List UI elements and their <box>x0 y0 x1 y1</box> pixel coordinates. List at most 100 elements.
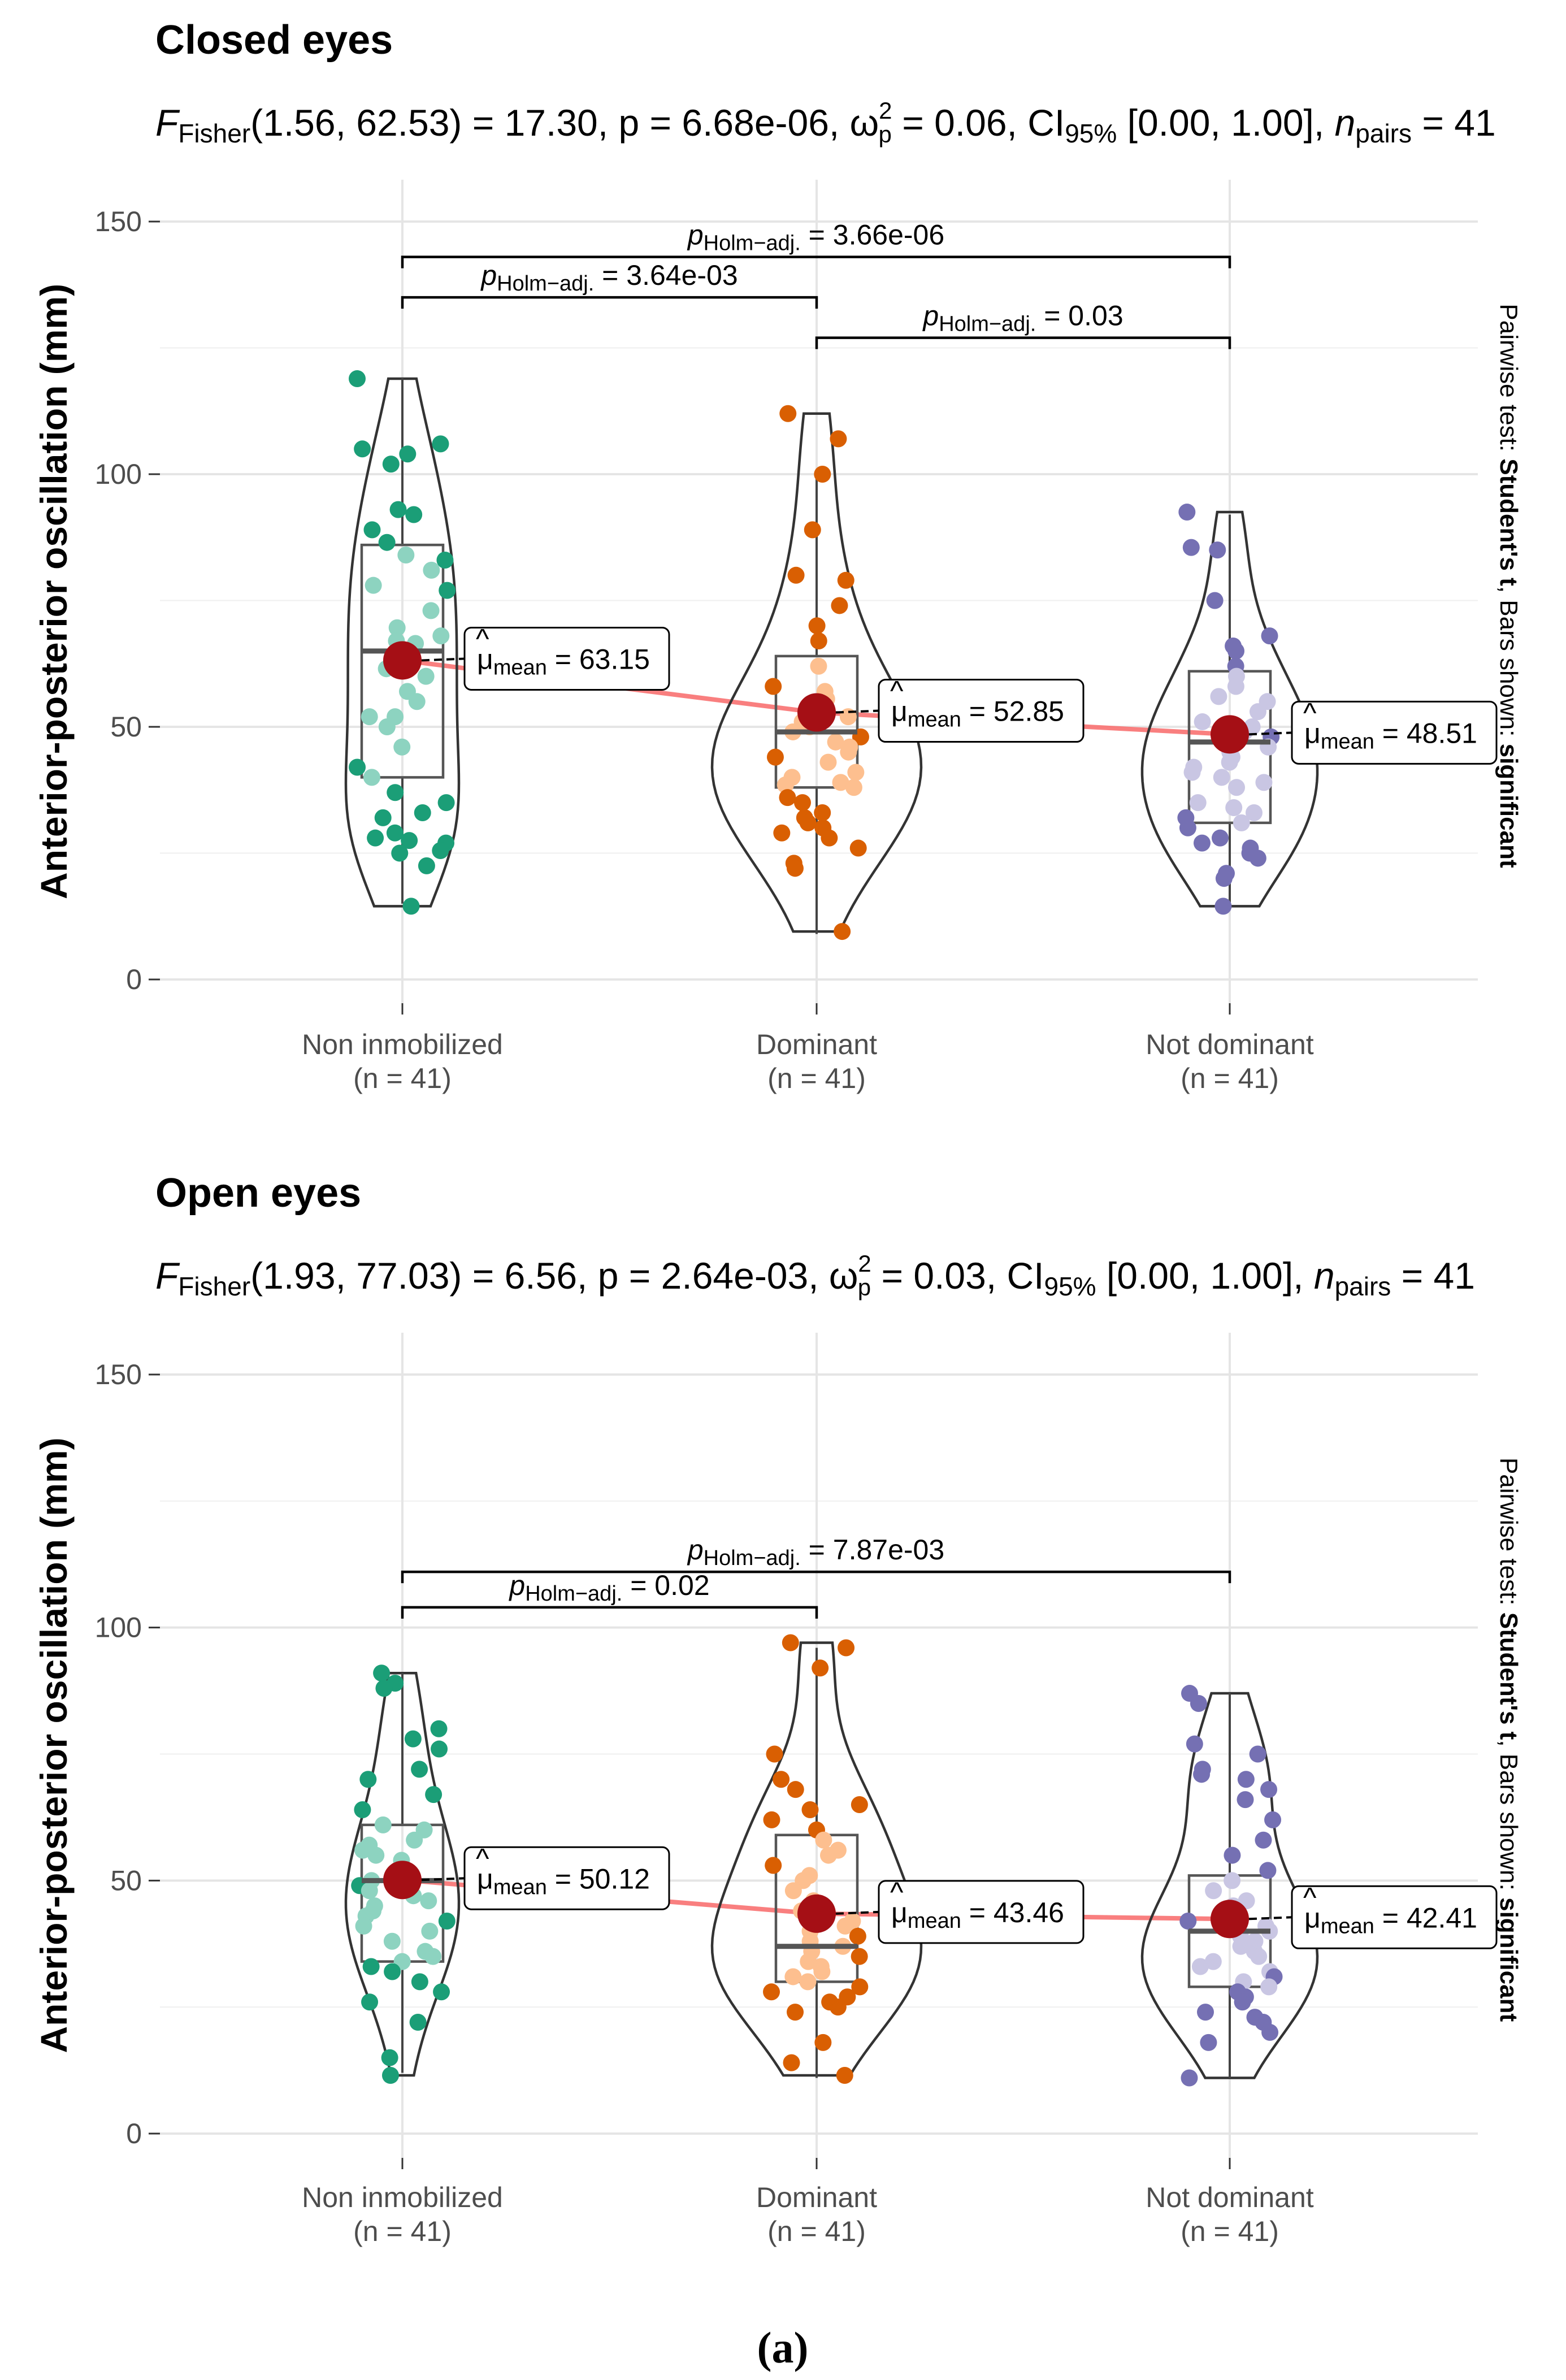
data-point <box>808 617 826 635</box>
data-point <box>1191 1958 1209 1975</box>
hat-icon: ^ <box>1303 1882 1317 1913</box>
pairwise-caption: Pairwise test: Student's t, Bars shown: … <box>1495 1458 1522 2022</box>
data-point <box>439 582 456 599</box>
bracket-line <box>401 1570 1231 1584</box>
data-point <box>354 440 371 458</box>
data-point <box>1224 1872 1241 1889</box>
mean-label-box <box>463 626 670 691</box>
data-point <box>1179 1912 1197 1930</box>
data-point <box>409 2014 427 2031</box>
bracket-line <box>401 296 818 309</box>
data-point <box>378 534 396 551</box>
y-tick-label: 100 <box>95 458 142 490</box>
bracket-label: pHolm−adj. = 0.03 <box>922 300 1123 336</box>
data-point <box>1211 829 1229 847</box>
data-point <box>411 1761 428 1778</box>
panel-closed-eyes: Closed eyes FFisher(1.56, 62.53) = 17.30,… <box>33 18 1522 1094</box>
data-point <box>1190 1694 1207 1712</box>
mean-label-connector <box>835 709 879 714</box>
data-point <box>374 809 392 826</box>
mean-label-box <box>1291 700 1498 765</box>
data-point <box>437 794 455 812</box>
data-point <box>787 2004 804 2021</box>
data-point <box>1237 1771 1255 1788</box>
figure-label: (a) <box>757 2323 809 2372</box>
data-point <box>1182 539 1200 556</box>
data-point <box>433 1983 450 2001</box>
data-point <box>355 1917 372 1935</box>
data-point <box>391 844 409 862</box>
y-tick-label: 150 <box>95 1359 142 1390</box>
data-point <box>393 738 411 756</box>
chart-title: Open eyes <box>155 1171 361 1216</box>
data-point <box>436 551 454 569</box>
data-point <box>832 774 849 791</box>
data-point <box>810 657 827 675</box>
hat-icon: ^ <box>1303 697 1317 729</box>
data-point <box>799 814 817 831</box>
data-point <box>1206 592 1224 609</box>
data-point <box>381 2049 398 2066</box>
x-tick-n-label: (n = 41) <box>353 1063 452 1094</box>
x-tick-n-label: (n = 41) <box>767 2216 866 2247</box>
data-point <box>402 898 420 915</box>
data-point <box>814 804 831 821</box>
box <box>360 543 445 779</box>
x-tick-n-label: (n = 41) <box>767 1063 866 1094</box>
data-point <box>397 547 415 564</box>
data-point <box>414 804 431 821</box>
data-point <box>827 733 844 751</box>
data-point <box>1186 1735 1203 1753</box>
data-point <box>849 1927 866 1945</box>
data-point <box>1237 1791 1254 1809</box>
stats-subtitle: FFisher(1.93, 77.03) = 6.56, p = 2.64e-0… <box>155 1250 1475 1301</box>
data-point <box>438 1912 456 1930</box>
hat-icon: ^ <box>890 675 904 707</box>
mean-label: μmean = 43.46 <box>891 1897 1064 1933</box>
data-point <box>432 435 449 453</box>
x-tick-n-label: (n = 41) <box>1181 2216 1279 2247</box>
mean-label: μmean = 50.12 <box>477 1863 650 1899</box>
data-point <box>431 1740 448 1758</box>
bracket-label: pHolm−adj. = 3.66e-06 <box>687 219 944 255</box>
group-not-dominant: μmean = 48.51^ Not dominant(n = 41) <box>1140 504 1498 1094</box>
data-point <box>408 693 426 710</box>
data-point <box>387 784 404 801</box>
group-dominant: μmean = 52.85^ Dominant(n = 41) <box>710 405 1085 1094</box>
data-point <box>388 619 406 636</box>
hat-icon: ^ <box>890 1876 904 1908</box>
stats-subtitle: FFisher(1.56, 62.53) = 17.30, p = 6.68e-… <box>155 97 1496 148</box>
data-point <box>834 923 851 940</box>
data-point <box>374 1816 392 1833</box>
data-point <box>804 521 821 539</box>
data-point <box>787 566 805 584</box>
data-point <box>849 839 867 857</box>
data-point <box>420 1892 437 1910</box>
data-point <box>430 1720 448 1737</box>
comparison-bracket: pHolm−adj. = 3.64e-03 <box>401 259 818 309</box>
data-point <box>367 1846 385 1864</box>
data-point <box>847 764 865 781</box>
mean-marker <box>1211 715 1249 754</box>
data-point <box>1224 1846 1241 1864</box>
y-tick-label: 100 <box>95 1612 142 1644</box>
data-point <box>819 753 837 771</box>
x-tick-label: Not dominant <box>1146 2182 1313 2213</box>
data-point <box>782 1634 799 1651</box>
data-point <box>1179 819 1196 836</box>
data-point <box>1249 1745 1266 1763</box>
data-point <box>814 466 831 483</box>
grid <box>160 180 1478 1003</box>
mean-label-box <box>1291 1885 1498 1949</box>
mean-label-box <box>878 1880 1085 1944</box>
data-point <box>349 758 366 776</box>
data-point <box>1214 898 1232 915</box>
data-point <box>773 824 791 842</box>
data-point <box>1233 814 1250 831</box>
x-tick-label: Not dominant <box>1146 1029 1313 1060</box>
data-point <box>779 405 797 422</box>
x-tick-label: Dominant <box>756 2182 877 2213</box>
data-point <box>814 2034 832 2051</box>
data-point <box>793 794 811 812</box>
data-point <box>1215 870 1233 887</box>
